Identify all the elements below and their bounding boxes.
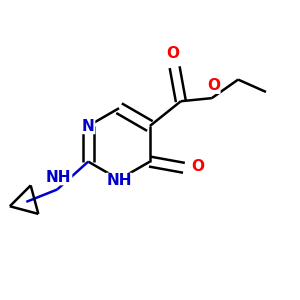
Text: NH: NH [46, 169, 71, 184]
Text: O: O [207, 78, 220, 93]
Text: O: O [167, 46, 180, 61]
Text: NH: NH [106, 173, 132, 188]
Text: O: O [191, 159, 204, 174]
Text: N: N [82, 118, 94, 134]
